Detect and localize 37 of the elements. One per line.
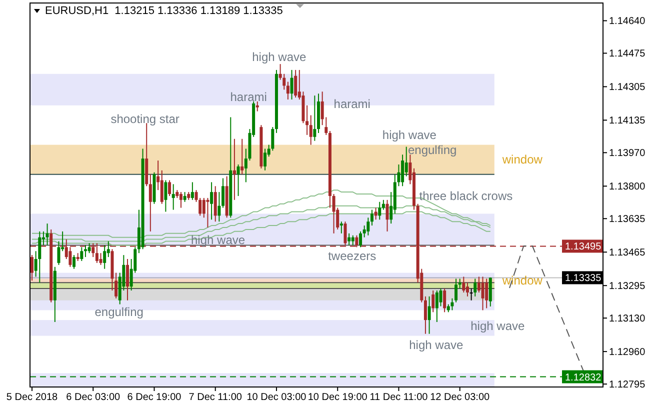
ref-line-label: 1.13335	[565, 273, 602, 284]
x-tick-label: 7 Dec 11:00	[188, 392, 242, 403]
x-tick-label: 10 Dec 03:00	[246, 392, 307, 403]
annotation: three black crows	[419, 189, 513, 203]
y-tick-label: 1.14640	[609, 16, 646, 28]
annotation: shooting star	[110, 112, 180, 126]
x-tick-label: 10 Dec 19:00	[308, 392, 368, 403]
chart-title: EURUSD,H1 1.13215 1.13336 1.13189 1.13335	[45, 5, 283, 17]
annotation: engulfing	[408, 143, 457, 157]
annotation: high wave	[409, 338, 464, 352]
y-tick-label: 1.14475	[609, 48, 646, 60]
y-tick-label: 1.13295	[609, 281, 646, 292]
annotation: harami	[230, 90, 267, 104]
y-tick-label: 1.14305	[609, 82, 646, 94]
x-tick-label: 11 Dec 11:00	[370, 392, 428, 403]
annotation: engulfing	[94, 305, 144, 319]
band-label: window	[501, 152, 543, 167]
x-tick-label: 6 Dec 03:00	[66, 392, 121, 403]
annotation: harami	[334, 97, 370, 111]
ref-line-label: 1.13495	[565, 242, 602, 253]
y-tick-label: 1.13465	[609, 248, 646, 259]
annotation: high wave	[382, 128, 437, 142]
x-tick-label: 5 Dec 2018	[6, 392, 58, 403]
annotation: high wave	[470, 319, 525, 333]
y-tick-label: 1.14135	[609, 116, 646, 127]
y-tick-label: 1.13800	[609, 182, 646, 193]
band-label: window	[501, 274, 543, 288]
y-tick-label: 1.12960	[609, 347, 646, 358]
annotation: tweezers	[328, 249, 376, 263]
y-tick-label: 1.13970	[609, 148, 646, 160]
annotation: high wave	[252, 50, 306, 64]
x-tick-label: 12 Dec 03:00	[430, 392, 490, 403]
y-tick-label: 1.13635	[609, 214, 646, 226]
y-tick-label: 1.12795	[609, 380, 646, 391]
y-tick-label: 1.13130	[609, 314, 646, 325]
ref-line-label: 1.12832	[565, 372, 602, 384]
x-tick-label: 6 Dec 19:00	[127, 392, 182, 403]
